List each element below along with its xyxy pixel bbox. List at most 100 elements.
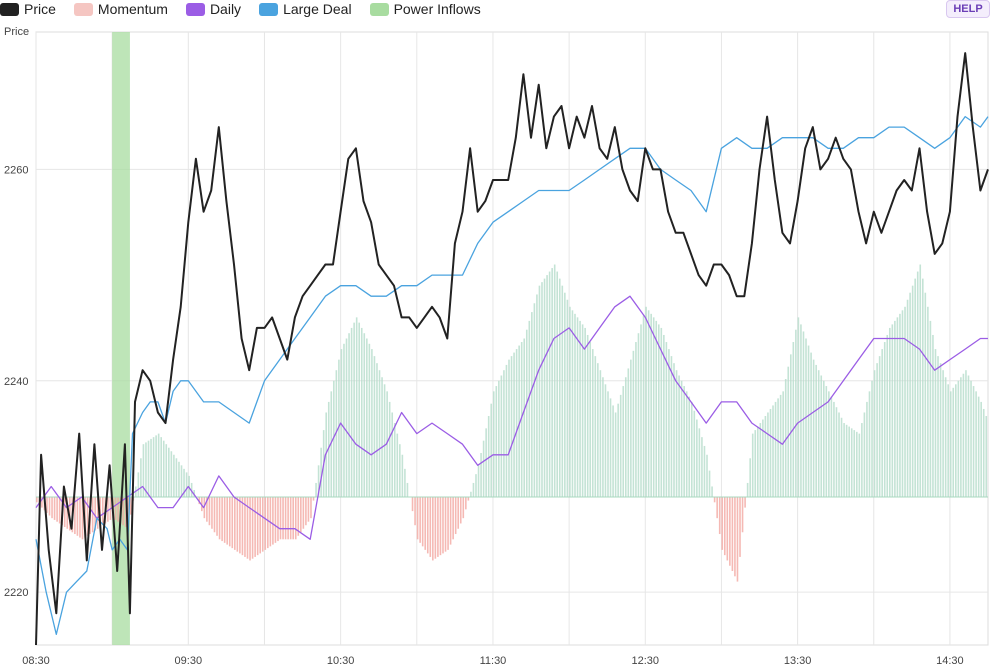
- flow-bar: [180, 465, 183, 498]
- flow-bar: [609, 398, 612, 498]
- flow-bar: [962, 373, 965, 498]
- flow-bar: [896, 317, 899, 498]
- legend-item-large-deal[interactable]: Large Deal: [259, 1, 352, 17]
- series-line-price: [35, 52, 989, 646]
- flow-bar: [924, 292, 927, 498]
- flow-bar: [46, 497, 48, 513]
- flow-bar: [784, 379, 787, 498]
- help-button[interactable]: HELP: [946, 0, 990, 18]
- flow-bar: [117, 497, 119, 522]
- flow-bar: [617, 403, 619, 498]
- flow-bar: [767, 412, 769, 498]
- flow-bar: [683, 386, 685, 498]
- flow-bar: [404, 468, 406, 498]
- flow-bar: [162, 440, 165, 498]
- flow-bar: [944, 377, 947, 498]
- flow-bar: [264, 497, 267, 550]
- daily-swatch-icon: [185, 2, 205, 16]
- flow-bar: [406, 482, 409, 498]
- flow-bar: [340, 349, 343, 498]
- flow-bar: [825, 386, 828, 498]
- flow-bar: [759, 423, 762, 498]
- flow-bar: [729, 497, 731, 566]
- flow-bar: [774, 401, 777, 498]
- flow-bar: [300, 497, 302, 533]
- legend-item-power-inflows[interactable]: Power Inflows: [369, 1, 481, 17]
- flow-bar: [515, 349, 518, 498]
- flow-bar: [320, 447, 322, 498]
- flow-bar: [279, 497, 282, 540]
- flow-bar: [635, 342, 637, 498]
- flow-bar: [246, 497, 249, 559]
- flow-bar: [358, 322, 361, 498]
- flow-bar: [597, 363, 599, 498]
- flow-bar: [914, 278, 916, 498]
- flow-bar: [442, 497, 444, 554]
- flow-bar: [335, 370, 338, 498]
- flow-bar: [822, 380, 825, 498]
- flow-bar: [480, 452, 482, 498]
- x-tick-label: 08:30: [22, 655, 50, 667]
- flow-bar: [462, 497, 465, 519]
- flow-bar: [619, 394, 622, 498]
- flow-bar: [975, 391, 977, 498]
- flow-bar: [58, 497, 61, 524]
- flow-bar: [366, 338, 368, 498]
- flow-bar: [569, 306, 571, 498]
- flow-bar: [749, 458, 751, 498]
- flow-bar: [833, 401, 835, 498]
- flow-bar: [424, 497, 427, 550]
- flow-bar: [558, 278, 561, 498]
- flow-bar: [284, 497, 287, 540]
- legend-item-momentum[interactable]: Momentum: [73, 1, 168, 17]
- flow-bar: [185, 472, 188, 498]
- flow-bar: [830, 396, 833, 498]
- flow-bar: [221, 497, 223, 542]
- flow-bar: [338, 359, 340, 498]
- flow-bar: [868, 391, 871, 498]
- flow-bar: [261, 497, 264, 552]
- flow-bar: [863, 412, 866, 498]
- flow-bar: [315, 482, 317, 498]
- flow-bar: [624, 377, 627, 498]
- flow-bar: [949, 391, 952, 498]
- flow-bar: [333, 380, 335, 498]
- x-tick-label: 09:30: [175, 655, 203, 667]
- flow-bar: [249, 497, 251, 561]
- flow-bar: [343, 343, 345, 498]
- flow-bar: [800, 324, 802, 498]
- flow-bar: [137, 472, 140, 498]
- flow-bar: [508, 359, 510, 498]
- flow-bar: [513, 352, 515, 498]
- flow-bar: [251, 497, 254, 559]
- flow-bar: [810, 352, 812, 498]
- flow-bar: [762, 419, 764, 498]
- flow-bar: [208, 497, 211, 526]
- legend-label-daily: Daily: [209, 1, 242, 17]
- flow-bar: [690, 401, 693, 498]
- flow-bar: [386, 391, 388, 498]
- legend-item-daily[interactable]: Daily: [185, 1, 242, 17]
- flow-bar: [213, 497, 216, 533]
- flow-bar: [414, 497, 416, 526]
- legend-item-price[interactable]: Price: [0, 1, 56, 17]
- flow-bar: [622, 386, 625, 498]
- flow-bar: [411, 497, 414, 512]
- flow-bar: [140, 458, 142, 498]
- flow-bar: [216, 497, 218, 536]
- flow-bar: [792, 342, 795, 498]
- flow-bar: [531, 312, 533, 498]
- flow-bar: [670, 356, 673, 498]
- flow-bar: [777, 398, 779, 498]
- flow-bar: [434, 497, 437, 559]
- flow-bar: [637, 333, 640, 498]
- flow-bar: [228, 497, 231, 547]
- flow-bar: [292, 497, 295, 540]
- flow-bar: [520, 342, 523, 498]
- flow-bar: [76, 497, 79, 536]
- flow-bar: [302, 497, 305, 529]
- flow-bar: [452, 497, 454, 540]
- flow-bar: [680, 380, 683, 498]
- flow-bar: [855, 431, 858, 498]
- flow-bar: [124, 497, 127, 527]
